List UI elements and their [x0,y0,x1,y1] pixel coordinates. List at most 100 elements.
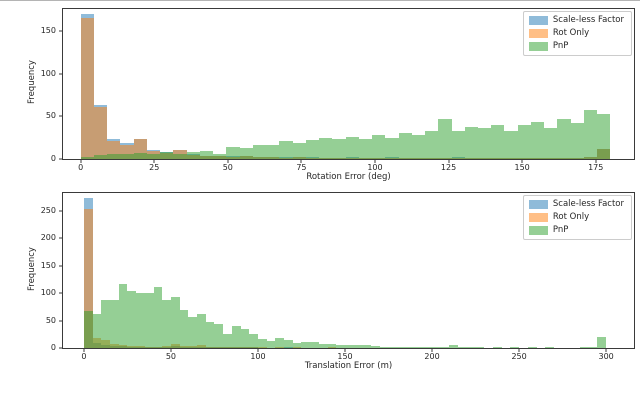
histogram-bar-pnp [530,122,545,159]
y-tick-mark [59,320,62,322]
x-tick-label: 200 [424,352,440,361]
x-tick-label: 100 [250,352,266,361]
histogram-bar-pnp [440,347,450,348]
x-tick-label: 50 [165,352,177,361]
x-tick-mark [448,160,450,163]
histogram-bar-pnp [345,136,359,159]
histogram-bar-pnp [197,314,206,348]
x-tick-label: 75 [296,163,307,172]
y-tick-label: 150 [40,260,56,270]
histogram-bar-pnp [107,153,121,159]
histogram-bar-pnp [162,299,171,348]
histogram-bar-pnp [170,297,180,348]
y-tick-mark [59,30,62,32]
histogram-bar-pnp [305,140,320,159]
histogram-bar-pnp [517,124,531,159]
histogram-bar-pnp [438,118,452,159]
histogram-bar-pnp [188,317,198,348]
histogram-bar-rot-only [80,18,94,159]
histogram-bar-pnp [327,344,337,348]
histogram-bar-pnp [425,130,439,159]
histogram-bar-pnp [310,341,319,348]
histogram-bar-pnp [118,284,128,348]
histogram-bar-pnp [275,337,285,348]
histogram-bar-pnp [332,139,346,159]
y-tick-mark [59,265,62,267]
histogram-bar-pnp [544,128,558,159]
histogram-bar-pnp [451,130,465,159]
legend-label: Rot Only [552,212,590,223]
legend-label: Scale-less Factor [552,199,624,210]
histogram-bar-pnp [226,147,240,159]
histogram-bar-pnp [120,153,134,159]
histogram-bar-pnp [266,340,276,348]
histogram-bar-pnp [292,342,302,348]
histogram-bar-pnp [249,333,258,348]
histogram-bar-pnp [214,323,224,348]
histogram-bar-pnp [345,344,354,348]
histogram-bar-pnp [266,144,280,159]
legend-entry-pnp: PnP [528,225,624,236]
histogram-bar-pnp [83,311,93,348]
histogram-bar-pnp [319,137,333,159]
x-tick-mark [83,349,85,352]
legend-label: PnP [552,225,569,236]
y-tick-mark [59,292,62,294]
legend-swatch-scale-less-factor [528,16,548,25]
legend-entry-rot-only: Rot Only [528,212,624,223]
x-tick-mark [374,160,376,163]
y-tick-label: 50 [45,315,56,325]
legend-entry-scale-less-factor: Scale-less Factor [528,16,624,25]
histogram-bar-pnp [580,347,589,348]
histogram-bar-pnp [414,347,424,348]
histogram-bar-pnp [510,347,520,348]
histogram-bar-rot-only [83,209,93,348]
y-tick-label: 0 [50,154,56,163]
histogram-bar-pnp [240,328,250,348]
histogram-bar-pnp [292,142,306,159]
x-tick-label: 150 [337,352,353,361]
histogram-bar-pnp [570,123,584,159]
histogram-bar-pnp [583,110,598,159]
legend-entry-scale-less-factor: Scale-less Factor [528,199,624,210]
x-tick-mark [605,349,607,352]
x-tick-label: 100 [367,163,383,172]
y-tick-mark [59,210,62,212]
histogram-bar-pnp [301,341,311,348]
histogram-bar-pnp [372,135,386,159]
y-tick-label: 100 [40,68,56,78]
legend-swatch-scale-less-factor [528,200,548,209]
legend-swatch-rot-only [528,213,548,222]
x-tick-label: 150 [514,163,530,172]
figure-top-border [0,0,640,1]
histogram-bar-pnp [284,340,293,348]
x-tick-mark [153,160,155,163]
translation-error-histogram: Translation Error (m) Frequency Scale-le… [27,192,635,370]
histogram-bar-pnp [92,314,102,348]
y-tick-mark [59,158,62,160]
legend-swatch-rot-only [528,29,548,38]
x-tick-label: 175 [588,163,604,172]
histogram-bar-pnp [213,153,227,159]
rotation-error-histogram: Rotation Error (deg) Frequency Scale-les… [27,8,635,181]
x-tick-label: 125 [440,163,457,172]
histogram-bar-pnp [173,153,187,159]
x-tick-label: 25 [149,163,160,172]
histogram-bar-pnp [545,347,554,348]
legend-swatch-pnp [528,226,548,235]
histogram-bar-pnp [144,293,154,348]
histogram-bar-pnp [379,346,389,348]
histogram-bar-pnp [371,346,380,348]
y-tick-label: 0 [50,343,56,352]
histogram-bar-pnp [466,347,476,348]
x-tick-mark [227,160,229,163]
y-tick-label: 100 [40,288,56,298]
histogram-bar-pnp [504,130,518,159]
x-tick-mark [518,349,520,352]
x-tick-mark [300,160,302,163]
histogram-bar-pnp [492,347,502,348]
legend-entry-pnp: PnP [528,42,624,51]
histogram-bar-pnp [432,347,441,348]
histogram-bar-pnp [397,346,406,348]
histogram-bar-pnp [362,345,372,348]
